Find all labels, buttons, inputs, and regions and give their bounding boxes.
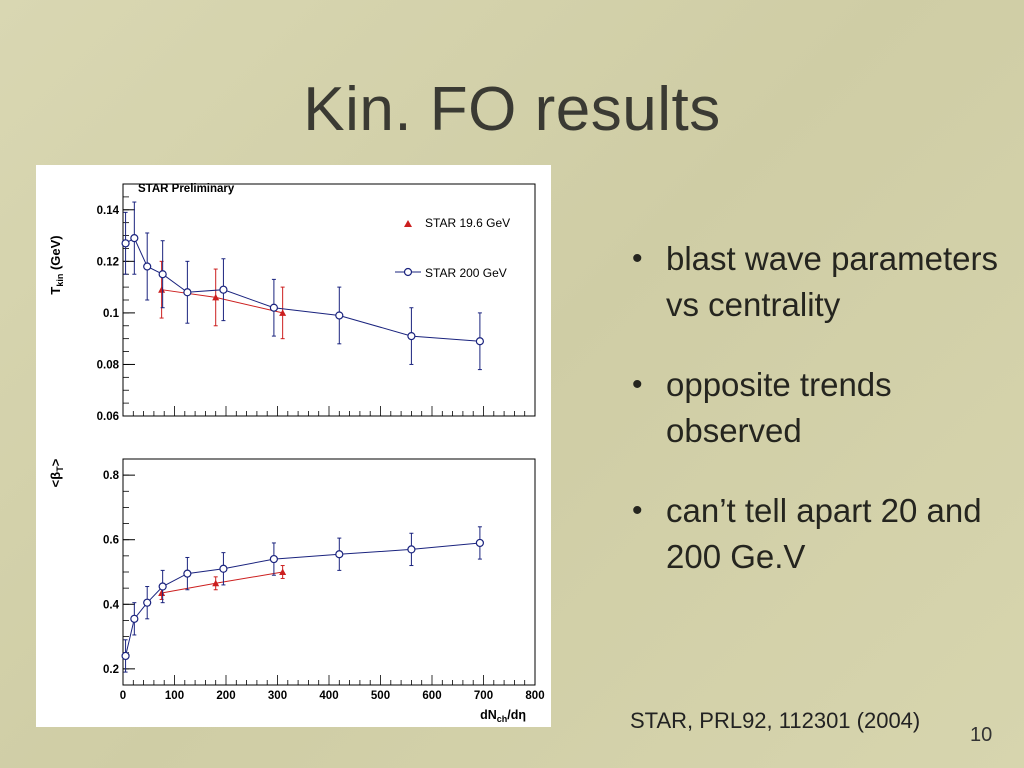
bullet-text-3: can’t tell apart 20 and 200 Ge.V (666, 492, 982, 575)
bottom-x-axis-label-sub: ch (497, 714, 508, 724)
legend-label-19-6: STAR 19.6 GeV (425, 216, 510, 230)
bottom-x-tick-label: 0 (120, 690, 126, 702)
bullet-item-1: • blast wave parameters vs centrality (632, 236, 1002, 328)
bottom-series-19-6-point (158, 589, 166, 596)
bottom-y-axis-label-main: <β (48, 472, 63, 488)
top-series-200-point (219, 285, 228, 294)
bottom-series-200-point (219, 564, 228, 573)
top-series-200-point (407, 331, 416, 341)
bottom-series-200-point (183, 569, 192, 578)
top-y-axis-label-main: T (48, 287, 63, 295)
bottom-x-ticks: 0 100 200 300 400 500 600 700 800 (120, 675, 545, 702)
bottom-y-ticks: 0.2 0.4 0.6 0.8 (103, 458, 135, 686)
bottom-y-tick-label: 0.2 (103, 664, 119, 676)
chart-figure: STAR Preliminary Tkin (GeV) 0.060.080.10… (48, 183, 545, 724)
bottom-series-19-6-point (212, 579, 220, 587)
bullet-dot: • (632, 494, 643, 527)
bottom-y-axis-label: <βT> (48, 458, 65, 487)
top-series-19-6-point (158, 286, 166, 293)
top-series-group (121, 201, 484, 371)
top-x-ticks (122, 406, 536, 416)
bottom-series-group (121, 526, 484, 673)
bottom-x-tick-label: 100 (165, 690, 184, 702)
top-series-200-point (269, 303, 278, 312)
bullet-item-3: • can’t tell apart 20 and 200 Ge.V (632, 488, 1002, 580)
bullet-dot: • (632, 242, 643, 275)
figure-panel: STAR Preliminary Tkin (GeV) 0.06 0.08 0.1 0… (36, 165, 551, 727)
top-y-axis-label-unit: (GeV) (48, 235, 63, 273)
bottom-x-tick-label: 800 (525, 690, 544, 702)
top-y-tick-label: 0.14 (97, 205, 120, 217)
top-legend: STAR 19.6 GeV STAR 200 GeV (395, 216, 510, 280)
top-y-tick-label: 0.1 (103, 308, 120, 320)
bullet-dot: • (632, 368, 643, 401)
top-series-19-6-point (279, 309, 287, 316)
bullet-text-2: opposite trends observed (666, 366, 892, 449)
bottom-series-200-point (143, 598, 152, 607)
bottom-y-tick-label: 0.4 (103, 599, 120, 611)
bottom-x-tick-label: 500 (371, 690, 390, 702)
bottom-x-tick-label: 400 (319, 690, 338, 702)
legend-label-200: STAR 200 GeV (425, 266, 507, 280)
top-series-200-point (121, 239, 130, 248)
bottom-series-200-point (269, 554, 278, 564)
slide-title: Kin. FO results (303, 75, 721, 144)
top-series-200-point (335, 311, 344, 320)
bottom-y-axis-label-close: > (48, 458, 63, 466)
bottom-series-200-point (475, 538, 484, 548)
bottom-x-tick-label: 300 (268, 690, 287, 702)
legend-triangle-marker (404, 220, 412, 227)
top-series-200-point (158, 270, 167, 279)
bottom-x-axis-label-main: dN (480, 708, 497, 722)
top-series-200-point (475, 337, 484, 346)
bottom-y-axis-label-sub: T (55, 466, 65, 472)
top-series-200-line (125, 237, 480, 342)
legend-circle-marker (403, 267, 413, 277)
bottom-series-200-point (130, 614, 139, 623)
bottom-series-19-6-line (161, 571, 283, 594)
bottom-series-200-point (335, 550, 344, 559)
bottom-x-tick-label: 600 (422, 690, 441, 702)
bottom-y-tick-label: 0.6 (103, 535, 119, 547)
top-series-200-point (183, 288, 192, 297)
bottom-series-200-point (158, 582, 167, 591)
top-y-ticks: 0.06 0.08 0.1 0.12 0.14 (97, 183, 135, 423)
top-series-200-point (143, 262, 152, 271)
top-y-tick-label: 0.06 (97, 411, 119, 423)
bottom-y-tick-label: 0.8 (103, 470, 120, 482)
bullet-item-2: • opposite trends observed (632, 362, 1002, 454)
top-y-axis-label-sub: kin (55, 274, 65, 287)
top-chart-title: STAR Preliminary (138, 183, 235, 195)
top-series-200-point (130, 234, 139, 243)
top-y-tick-label: 0.12 (97, 256, 119, 268)
page-number: 10 (970, 724, 993, 746)
bottom-x-axis-label-end: /dη (507, 708, 526, 722)
bottom-series-200-point (407, 545, 416, 554)
top-series-19-6-point (212, 293, 220, 301)
citation: STAR, PRL92, 112301 (2004) (630, 708, 921, 733)
bottom-series-200-line (125, 542, 480, 657)
bottom-x-axis-label: dNch/dη (480, 708, 526, 724)
bullet-list: • blast wave parameters vs centrality • op… (632, 236, 1002, 614)
bottom-series-19-6-point (279, 568, 287, 575)
bottom-x-tick-label: 200 (216, 690, 235, 702)
bottom-x-tick-label: 700 (474, 690, 493, 702)
top-y-tick-label: 0.08 (97, 359, 120, 371)
top-y-axis-label: Tkin (GeV) (48, 235, 65, 294)
bottom-series-200-point (121, 651, 130, 661)
bullet-text-1: blast wave parameters vs centrality (666, 240, 998, 323)
